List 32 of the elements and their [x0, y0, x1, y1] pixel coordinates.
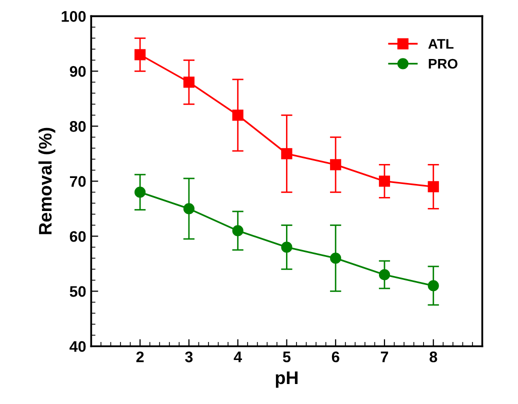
- point: [134, 186, 146, 198]
- point: [183, 76, 194, 88]
- y-tick-label: 70: [70, 176, 86, 187]
- y-axis-title: Removal (%): [38, 128, 56, 234]
- point: [378, 269, 390, 280]
- x-tick-label: 6: [332, 351, 340, 362]
- x-tick-label: 2: [136, 351, 144, 362]
- x-tick-label: 7: [380, 352, 388, 362]
- x-tick-label: 4: [234, 352, 242, 362]
- point: [232, 225, 244, 236]
- y-tick-label: 60: [70, 231, 86, 242]
- point: [232, 110, 244, 121]
- y-tick-label: 40: [70, 341, 86, 352]
- x-tick-label: 8: [430, 351, 438, 362]
- legend-label: ATL: [428, 39, 454, 49]
- point: [281, 148, 292, 160]
- point: [378, 176, 390, 187]
- legend-label: PRO: [428, 58, 458, 69]
- point: [281, 242, 292, 253]
- y-tick-label: 90: [70, 66, 86, 77]
- x-axis-title: pH: [276, 372, 298, 388]
- point: [428, 181, 439, 192]
- point: [183, 203, 194, 214]
- y-tick-label: 50: [70, 286, 86, 297]
- x-tick-label: 5: [282, 352, 291, 362]
- point: [330, 159, 342, 170]
- point: [330, 252, 342, 264]
- point: [134, 49, 146, 60]
- y-tick-label: 80: [70, 121, 86, 132]
- x-tick-label: 3: [185, 351, 193, 362]
- point: [428, 280, 439, 292]
- y-tick-label: 100: [62, 11, 86, 22]
